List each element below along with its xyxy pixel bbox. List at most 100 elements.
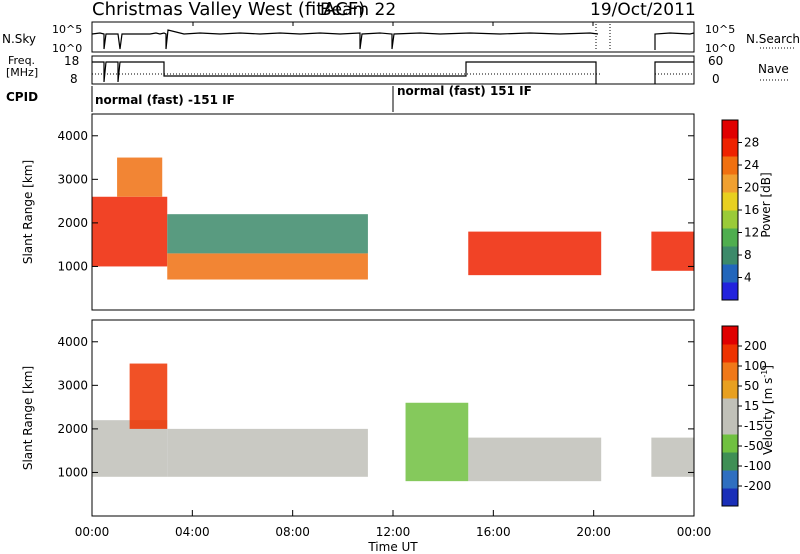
sky-noise-line	[91, 29, 599, 50]
echo-region-gray-early	[92, 420, 168, 477]
colorbar-swatch	[722, 282, 738, 301]
echo-region-early-velocity	[129, 363, 168, 429]
cpid-segment-1: normal (fast) -151 IF	[95, 93, 235, 107]
colorbar-swatch	[722, 192, 738, 211]
colorbar-tick-label: 28	[744, 136, 759, 150]
colorbar-swatch	[722, 416, 738, 435]
freq-left-label-2: [MHz]	[6, 66, 38, 79]
xtick-label: 04:00	[175, 525, 210, 539]
colorbar-tick-label: 16	[744, 203, 759, 217]
beam-title: Beam 22	[320, 0, 396, 20]
velocity-colorbar-label-close: ]	[761, 365, 775, 370]
velocity-ylabel: Slant Range [km]	[21, 366, 35, 470]
velocity-colorbar: 200 100 50 15 -15 -50 -100 -200	[721, 325, 771, 507]
nave-label: Nave	[758, 62, 789, 76]
colorbar-swatch	[722, 362, 738, 381]
colorbar-tick-label: -200	[744, 479, 771, 493]
echo-region-gray-midday	[167, 428, 368, 477]
freq-left-tick-bottom: 8	[70, 72, 78, 86]
colorbar-tick-label: 24	[744, 158, 759, 172]
colorbar-swatch	[722, 228, 738, 247]
colorbar-swatch	[722, 488, 738, 507]
colorbar-swatch	[722, 210, 738, 229]
xtick-label: 16:00	[476, 525, 511, 539]
power-panel-frame	[91, 113, 695, 311]
noise-left-tick-bottom: 10^0	[52, 42, 82, 55]
colorbar-tick-label: 50	[744, 379, 759, 393]
echo-region-gray-afternoon	[468, 437, 602, 482]
ytick-label: 3000	[57, 378, 88, 392]
colorbar-tick-label: 12	[744, 226, 759, 240]
noise-right-tick-bottom: 10^0	[705, 42, 735, 55]
frequency-panel-frame	[91, 55, 695, 85]
freq-left-tick-top: 18	[64, 54, 79, 68]
velocity-yticks: 4000 3000 2000 1000	[57, 335, 694, 479]
sky-noise-line-night	[654, 32, 695, 50]
colorbar-tick-label: -15	[744, 419, 764, 433]
power-panel: Slant Range [km] 4000 3000 2000 1000 28 24 20…	[21, 113, 773, 311]
colorbar-swatch	[722, 174, 738, 193]
velocity-panel-frame	[91, 319, 695, 517]
velocity-panel: Slant Range [km] 4000 3000 2000 1000 00:00 0…	[21, 319, 775, 554]
echo-region-echo-midday-band	[167, 253, 368, 280]
xtick-label: 20:00	[576, 525, 611, 539]
freq-right-tick-top: 60	[708, 54, 723, 68]
echo-region-echo-early-upper	[117, 157, 163, 197]
ytick-label: 4000	[57, 129, 88, 143]
colorbar-tick-label: 4	[744, 271, 752, 285]
colorbar-tick-label: 20	[744, 181, 759, 195]
colorbar-frame	[721, 325, 739, 507]
cpid-segment-2: normal (fast) 151 IF	[397, 84, 532, 98]
velocity-colorbar-label-sup: -1	[760, 370, 769, 378]
echo-region-echo-midday-upper	[167, 214, 368, 254]
colorbar-swatch	[722, 434, 738, 453]
date-title: 19/Oct/2011	[590, 0, 696, 20]
colorbar-tick-label: 200	[744, 339, 767, 353]
velocity-cells	[92, 363, 694, 482]
velocity-xticks: 00:00 04:00 08:00 12:00 16:00 20:00 00:00	[75, 510, 712, 539]
ytick-label: 2000	[57, 422, 88, 436]
colorbar-tick-label: -100	[744, 459, 771, 473]
colorbar-tick-label: -50	[744, 439, 764, 453]
colorbar-tick-label: 8	[744, 248, 752, 262]
noise-left-tick-top: 10^5	[52, 23, 82, 36]
colorbar-swatch	[722, 398, 738, 417]
velocity-colorbar-label: Velocity [m s-1]	[760, 365, 775, 455]
colorbar-tick-label: 15	[744, 399, 759, 413]
xtick-label: 12:00	[376, 525, 411, 539]
noise-left-label: N.Sky	[2, 32, 36, 46]
velocity-xlabel: Time UT	[367, 540, 418, 554]
ytick-label: 1000	[57, 465, 88, 479]
frequency-panel: Freq. [MHz] 18 8 60 0 Nave	[6, 54, 790, 86]
echo-region-echo-afternoon-band	[468, 231, 602, 276]
frequency-line	[92, 61, 597, 84]
station-title: Christmas Valley West (fitACF)	[92, 0, 365, 20]
noise-right-label: N.Search	[746, 32, 800, 46]
ytick-label: 4000	[57, 335, 88, 349]
frequency-line-night	[654, 61, 694, 84]
power-cells	[92, 157, 694, 280]
colorbar-swatch	[722, 470, 738, 489]
colorbar-swatch	[722, 326, 738, 345]
colorbar-swatch	[722, 138, 738, 157]
cpid-row: CPID normal (fast) -151 IF normal (fast)…	[6, 84, 532, 112]
ytick-label: 1000	[57, 259, 88, 273]
colorbar-swatch	[722, 156, 738, 175]
power-ylabel: Slant Range [km]	[21, 160, 35, 264]
xtick-label: 08:00	[275, 525, 310, 539]
noise-panel: N.Sky 10^5 10^0 10^5 10^0 N.Search	[2, 21, 800, 55]
colorbar-swatch	[722, 380, 738, 399]
xtick-label: 00:00	[677, 525, 712, 539]
echo-region-echo-early-curve	[92, 196, 168, 267]
colorbar-swatch	[722, 120, 738, 139]
velocity-colorbar-label-main: Velocity [m s	[761, 378, 775, 455]
echo-region-gray-night	[651, 437, 694, 477]
power-colorbar: 28 24 20 16 12 8 4	[721, 119, 759, 301]
colorbar-tick-label: 100	[744, 359, 767, 373]
power-yticks: 4000 3000 2000 1000	[57, 129, 694, 273]
echo-region-green-14h	[405, 402, 469, 482]
colorbar-swatch	[722, 344, 738, 363]
cpid-label: CPID	[6, 90, 38, 104]
noise-right-tick-top: 10^5	[705, 23, 735, 36]
